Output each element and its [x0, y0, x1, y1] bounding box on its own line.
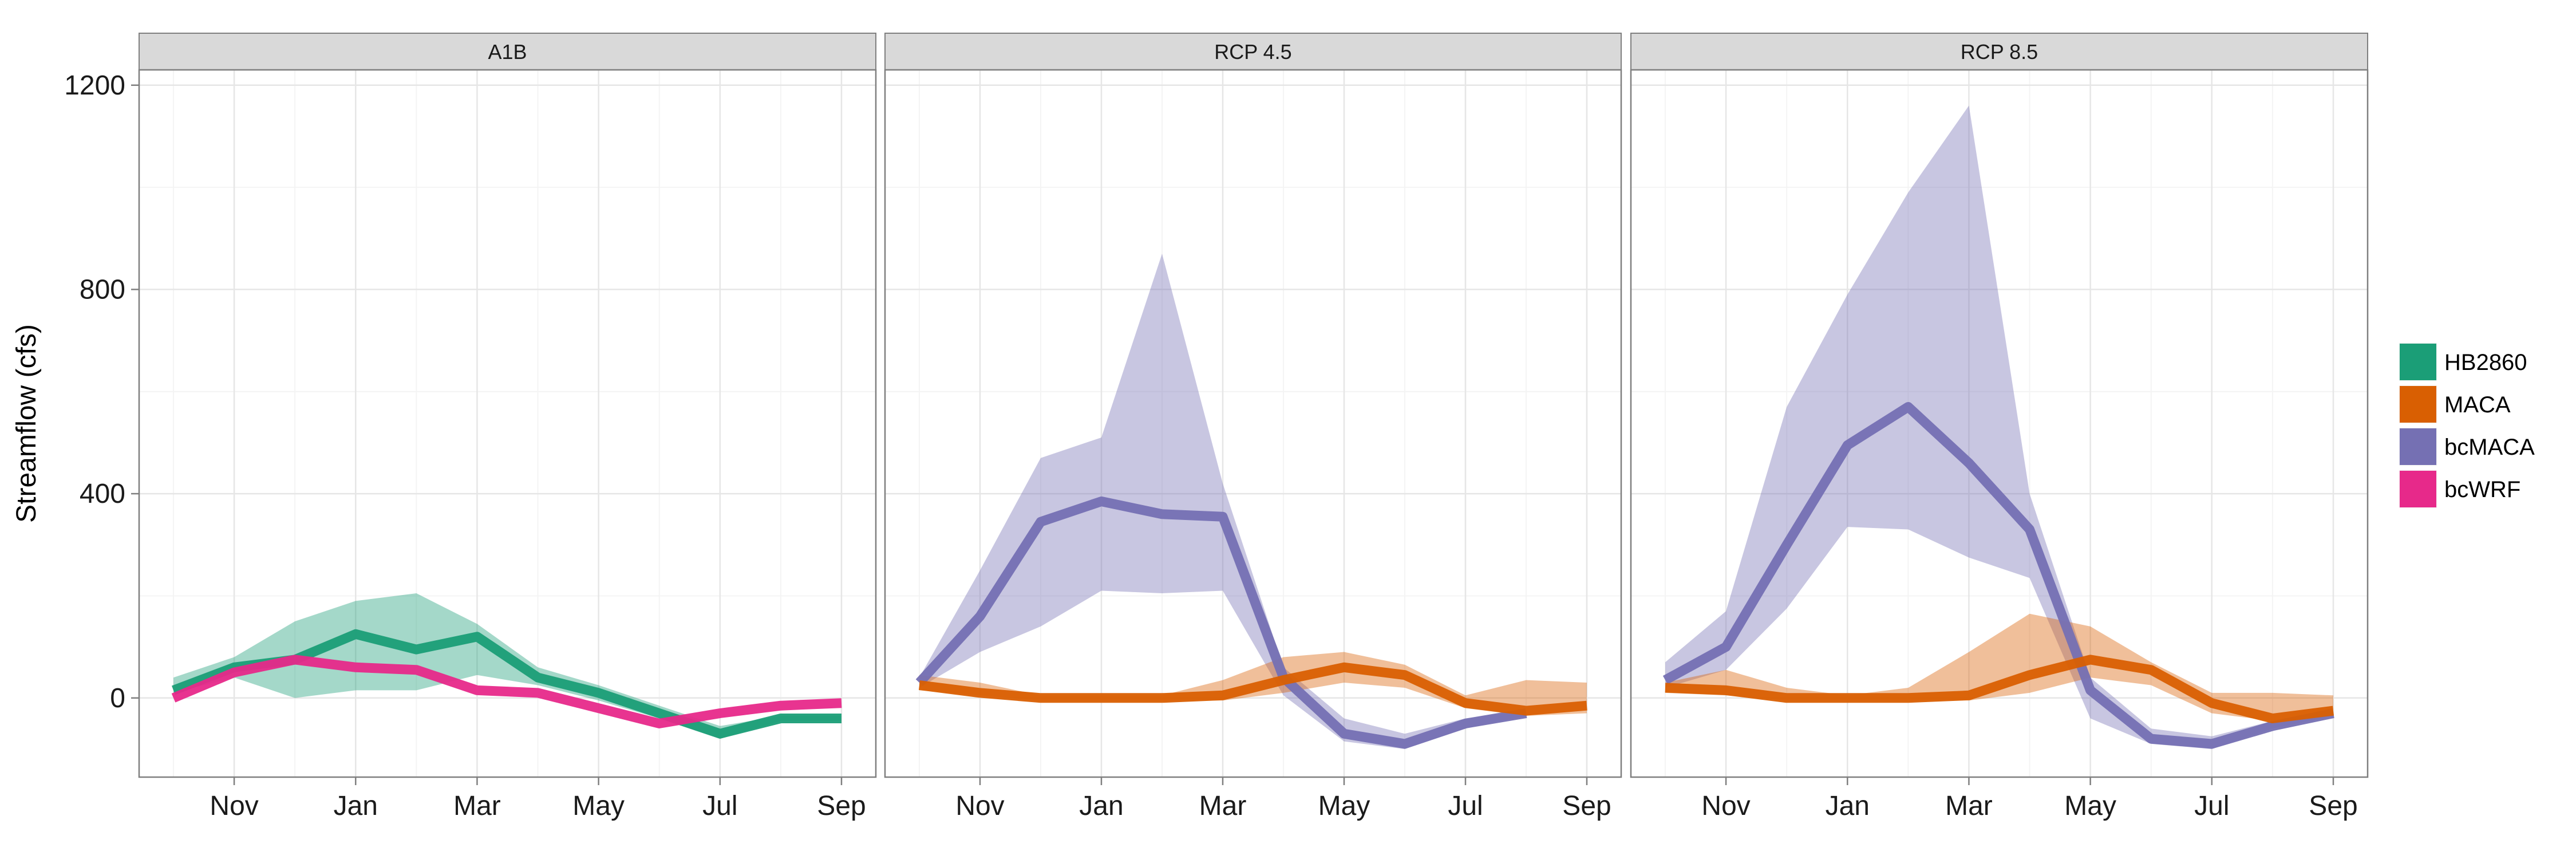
panel-2-strip [884, 33, 1622, 70]
panel-1-ribbon-hb2860 [173, 593, 841, 739]
panel-2-border [884, 69, 1622, 778]
legend-swatch-bcwrf [2400, 471, 2436, 507]
panel-1-x-tick-label: Nov [210, 791, 258, 821]
legend-label-bcmaca: bcMACA [2444, 435, 2535, 460]
legend-label-bcwrf: bcWRF [2444, 477, 2520, 502]
legend-swatch-maca [2400, 386, 2436, 423]
panel-3-x-tick-label: Nov [1701, 791, 1750, 821]
panel-3-title: RCP 8.5 [1961, 40, 2038, 64]
panel-2-x-tick-label: Jul [1448, 791, 1483, 821]
y-tick-label: 0 [110, 683, 125, 714]
panel-2-x-tick-label: Sep [1562, 791, 1611, 821]
panel-1-border [138, 69, 877, 778]
panel-1-x-tick-label: Jul [702, 791, 737, 821]
panel-3-line-bcmaca [1662, 402, 2334, 749]
panel-2-x-tick-label: Nov [955, 791, 1004, 821]
legend-swatch-bcmaca [2400, 428, 2436, 465]
panel-1-x-tick-label: May [572, 791, 625, 821]
y-tick-label: 400 [80, 479, 125, 509]
panel-1-x-tick-label: Jan [334, 791, 378, 821]
panel-3-x-tick-label: Sep [2309, 791, 2357, 821]
panel-3-x-tick-label: Mar [1945, 791, 1993, 821]
panel-1-line-bcwrf [171, 655, 842, 728]
panel-3-border [1630, 69, 2369, 778]
panel-2-title: RCP 4.5 [1214, 40, 1291, 64]
legend-label-maca: MACA [2444, 392, 2511, 417]
y-axis-title: Streamflow (cfs) [11, 324, 42, 523]
panel-2-line-bcmaca [915, 497, 1527, 749]
y-tick-label: 800 [80, 274, 125, 305]
panel-2-ribbon-bcmaca [919, 254, 1526, 749]
panel-3-strip [1630, 33, 2368, 70]
panel-3-ribbon-bcmaca [1665, 105, 2333, 749]
panel-1-x-tick-label: Sep [817, 791, 866, 821]
panel-1-title: A1B [488, 40, 527, 64]
panel-3-line-maca [1665, 655, 2334, 723]
panel-3-x-tick-label: May [2064, 791, 2116, 821]
panel-3-x-tick-label: Jan [1826, 791, 1870, 821]
panel-3-x-tick-label: Jul [2194, 791, 2229, 821]
panel-2-x-tick-label: Mar [1199, 791, 1247, 821]
legend-label-hb2860: HB2860 [2444, 350, 2527, 375]
panel-1-x-tick-label: Mar [453, 791, 501, 821]
legend-swatch-hb2860 [2400, 344, 2436, 380]
panel-2-x-tick-label: May [1318, 791, 1370, 821]
panel-1-strip [139, 33, 876, 70]
y-tick-label: 1200 [64, 70, 125, 101]
panel-2-x-tick-label: Jan [1079, 791, 1123, 821]
panel-2-line-maca [918, 662, 1587, 716]
